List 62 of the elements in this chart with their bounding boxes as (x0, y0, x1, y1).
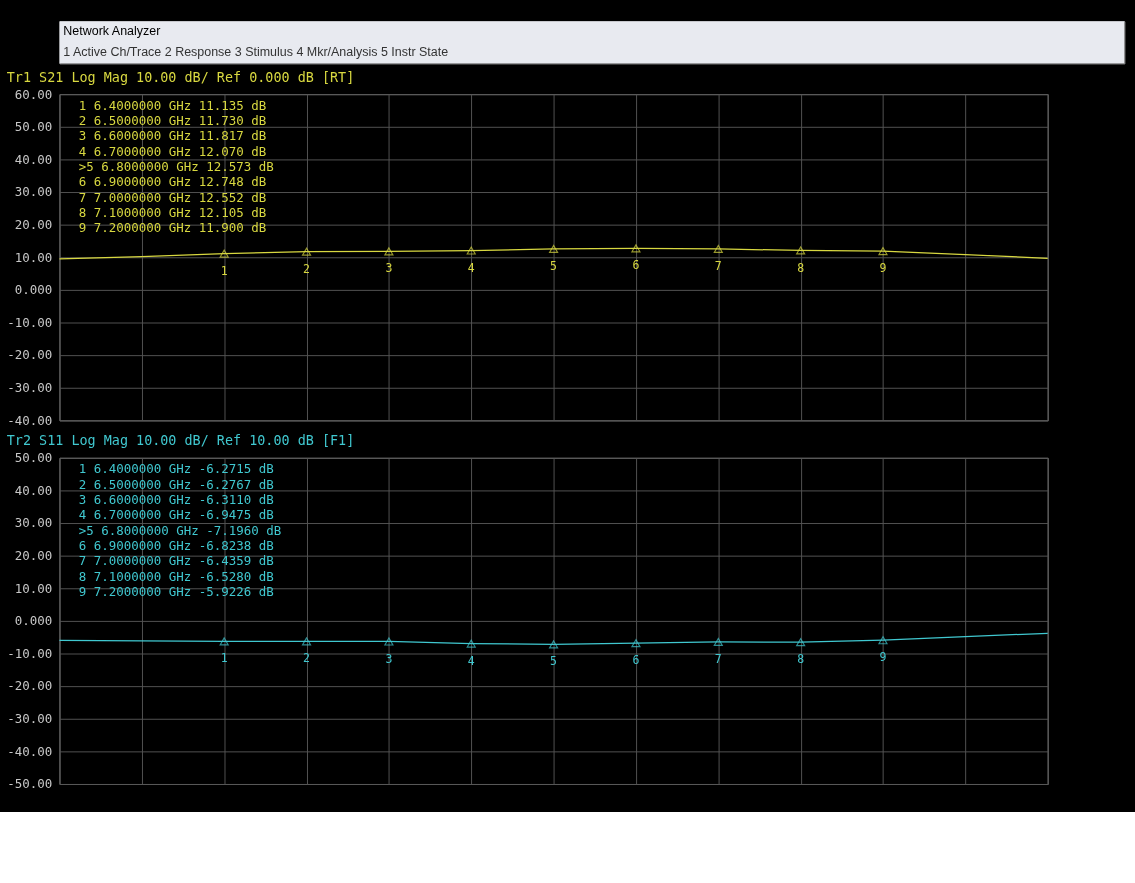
y-tick-label: -40.00 (7, 412, 53, 428)
annotation: 8 (797, 260, 805, 275)
annotation: 4 6.7000000 GHz 12.070 dB (78, 143, 267, 159)
annotation: 5 (550, 654, 558, 669)
annotation: 1 (220, 651, 228, 666)
chart-title: Tr1 S21 Log Mag 10.00 dB/ Ref 0.000 dB [RT] (6, 69, 355, 85)
y-tick-label: -50.00 (7, 776, 53, 792)
text: Network Analyzer (63, 23, 161, 38)
y-tick-label: 20.00 (14, 216, 53, 232)
annotation: 7 (714, 259, 722, 274)
annotation: 6 (632, 653, 640, 668)
y-tick-label: 50.00 (14, 119, 53, 135)
y-tick-label: 0.000 (14, 282, 53, 298)
annotation: 9 7.2000000 GHz -5.9226 dB (78, 583, 274, 599)
annotation: 9 (879, 261, 887, 276)
y-tick-label: 10.00 (14, 580, 53, 596)
y-tick-label: 40.00 (14, 151, 53, 167)
annotation: 7 (714, 652, 722, 667)
annotation: 1 6.4000000 GHz 11.135 dB (78, 97, 267, 113)
y-tick-label: -40.00 (7, 743, 53, 759)
annotation: >5 6.8000000 GHz 12.573 dB (78, 158, 274, 174)
annotation: 5 (550, 259, 558, 273)
y-tick-label: 0.000 (14, 613, 53, 629)
y-tick-label: 10.00 (14, 249, 53, 265)
annotation: 8 7.1000000 GHz -6.5280 dB (78, 568, 274, 584)
annotation: 3 6.6000000 GHz 11.817 dB (78, 128, 267, 144)
annotation: 1 (220, 263, 228, 278)
annotation: 4 6.7000000 GHz -6.9475 dB (78, 507, 274, 523)
y-tick-label: 30.00 (14, 515, 53, 531)
y-tick-label: -20.00 (7, 678, 53, 694)
y-tick-label: -30.00 (7, 711, 53, 727)
annotation: >5 6.8000000 GHz -7.1960 dB (78, 522, 282, 538)
y-tick-label: 40.00 (14, 482, 53, 498)
y-tick-label: -30.00 (7, 380, 53, 396)
annotation: 6 6.9000000 GHz 12.748 dB (78, 174, 267, 190)
annotation: 2 (303, 651, 311, 666)
y-tick-label: 50.00 (14, 450, 53, 466)
annotation: 8 (797, 652, 805, 667)
annotation: 3 6.6000000 GHz -6.3110 dB (78, 491, 274, 507)
annotation: 6 (632, 258, 640, 273)
annotation: 7 7.0000000 GHz 12.552 dB (78, 189, 267, 205)
y-tick-label: 20.00 (14, 547, 53, 563)
annotation: 4 (467, 653, 475, 668)
annotation: 3 (385, 261, 393, 276)
annotation: 2 6.5000000 GHz -6.2767 dB (78, 476, 274, 492)
annotation: 9 (879, 650, 887, 665)
y-tick-label: -10.00 (7, 645, 53, 661)
y-tick-label: 30.00 (14, 184, 53, 200)
annotation: 9 7.2000000 GHz 11.900 dB (78, 220, 267, 236)
text: 1 Active Ch/Trace 2 Response 3 Stimulus 4 Mkr/Analysis 5 Instr State (63, 44, 449, 59)
chart-title: Tr2 S11 Log Mag 10.00 dB/ Ref 10.00 dB [F1] (6, 433, 355, 449)
annotation: 4 (467, 260, 475, 275)
annotation: 1 6.4000000 GHz -6.2715 dB (78, 461, 274, 477)
y-tick-label: -10.00 (7, 314, 53, 330)
y-tick-label: 60.00 (14, 86, 53, 102)
annotation: 8 7.1000000 GHz 12.105 dB (78, 204, 267, 220)
annotation: 3 (385, 651, 393, 666)
y-tick-label: -20.00 (7, 347, 53, 363)
annotation: 2 (303, 261, 311, 276)
annotation: 7 7.0000000 GHz -6.4359 dB (78, 553, 274, 569)
annotation: 6 6.9000000 GHz -6.8238 dB (78, 537, 274, 553)
annotation: 2 6.5000000 GHz 11.730 dB (78, 112, 267, 128)
